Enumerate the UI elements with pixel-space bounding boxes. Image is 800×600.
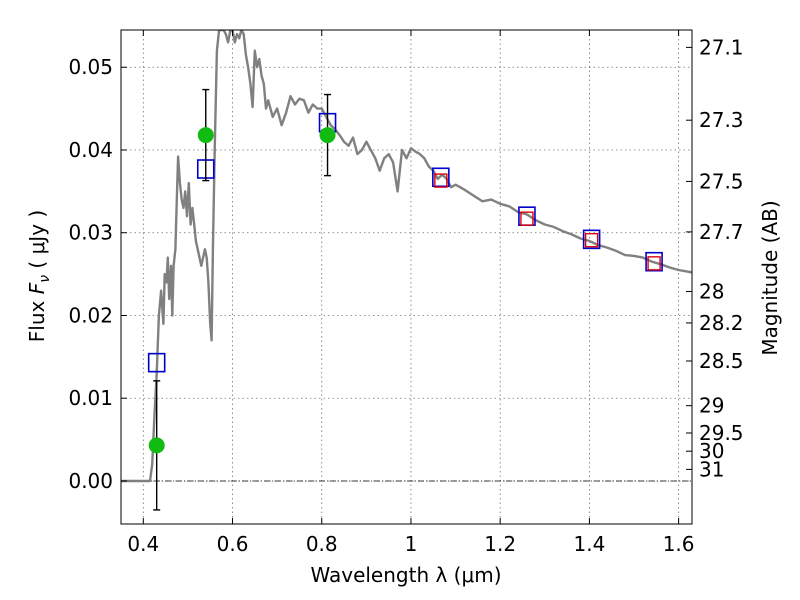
model-photometry-square — [582, 229, 601, 250]
red-photometry-square — [647, 256, 661, 271]
y2-tick-label: 30 — [699, 439, 724, 463]
x-axis-title: Wavelength λ (μm) — [310, 563, 501, 587]
y2-axis-title: Magnitude (AB) — [758, 200, 782, 355]
model-photometry-square — [432, 167, 450, 188]
y2-tick-label: 28 — [699, 279, 724, 303]
y2-tick-label: 31 — [699, 457, 724, 481]
y2-tick-label: 27.7 — [699, 220, 744, 244]
x-tick-label: 0.6 — [217, 532, 249, 556]
y-axis-ticks: 0.00 0.01 0.02 0.03 0.04 0.05 — [68, 55, 127, 493]
red-photometry-square — [520, 211, 534, 226]
y-axis-title-symbol: F — [25, 282, 49, 294]
y2-tick-label: 27.1 — [699, 35, 744, 59]
y2-tick-label: 27.5 — [699, 169, 744, 193]
y2-tick-label: 29 — [699, 394, 724, 418]
x-axis-ticks: 0.4 0.6 0.8 1 1.2 1.4 1.6 — [127, 30, 695, 556]
y-axis-title-subscript: ν — [37, 275, 53, 283]
x-tick-label: 0.4 — [127, 532, 159, 556]
y-tick-label: 0.04 — [68, 138, 113, 162]
y2-tick-label: 28.5 — [699, 349, 744, 373]
y-tick-label: 0.02 — [68, 303, 113, 327]
y-tick-label: 0.01 — [68, 386, 113, 410]
x-tick-label: 0.8 — [306, 532, 338, 556]
y2-tick-label: 29.5 — [699, 421, 744, 445]
y-tick-label: 0.03 — [68, 221, 113, 245]
red-photometry-square — [584, 232, 599, 248]
y-axis-title-unit: ( μJy ) — [25, 210, 49, 275]
y-axis-title-main: Flux — [25, 294, 49, 342]
y-tick-label: 0.00 — [68, 469, 113, 493]
grid-lines — [121, 30, 692, 524]
series-layer — [121, 30, 692, 511]
observed-flux-point — [148, 437, 165, 454]
model-photometry-square — [147, 352, 166, 373]
x-tick-label: 1.4 — [573, 532, 605, 556]
plot-frame — [120, 29, 693, 525]
observed-flux-point — [197, 127, 214, 144]
model-spectrum-line — [121, 30, 692, 483]
model-photometry-square — [645, 251, 663, 272]
y-axis-title: Flux Fν ( μJy ) — [25, 210, 53, 342]
y2-tick-label: 28.2 — [699, 311, 744, 335]
x-tick-label: 1.6 — [663, 532, 695, 556]
x-tick-label: 1.2 — [484, 532, 516, 556]
x-tick-label: 1 — [405, 532, 418, 556]
red-photometry-square — [434, 173, 448, 188]
observed-flux-point — [319, 127, 336, 144]
y-tick-label: 0.05 — [68, 55, 113, 79]
y2-tick-label: 27.3 — [699, 108, 744, 132]
